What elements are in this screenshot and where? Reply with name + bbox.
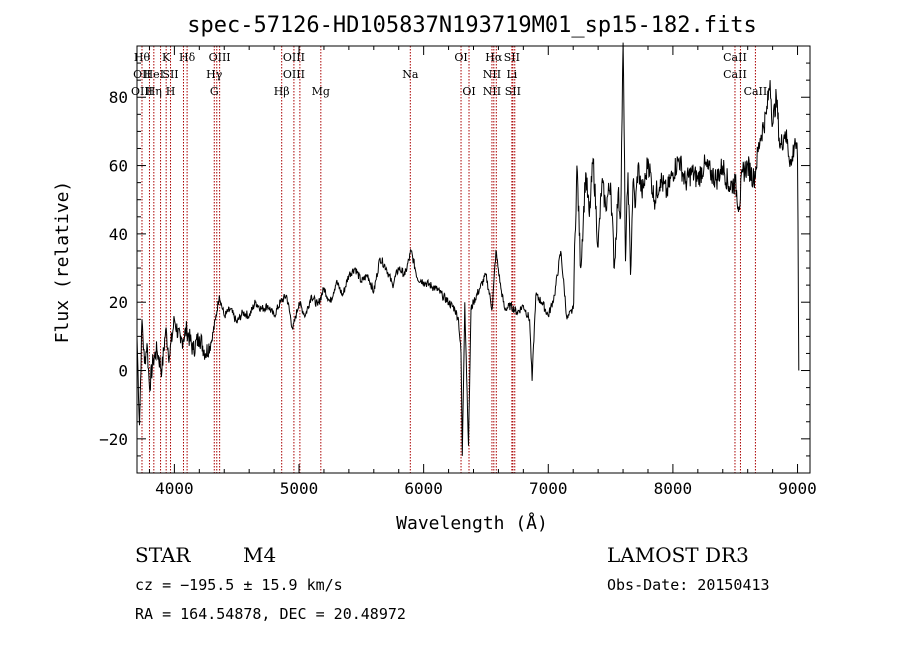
line-label: SII xyxy=(162,68,178,81)
spectral-line-markers xyxy=(141,46,756,473)
y-tick-label: 0 xyxy=(118,362,128,381)
y-tick-label: −20 xyxy=(99,430,128,449)
object-class: STAR xyxy=(135,543,191,567)
object-subclass: M4 xyxy=(243,543,276,567)
line-label: NII xyxy=(483,85,501,98)
line-label: OIII xyxy=(131,85,153,98)
line-label: Hα xyxy=(485,51,503,64)
x-tick-label: 6000 xyxy=(404,479,443,498)
line-label: SII xyxy=(505,85,521,98)
line-label: NII xyxy=(483,68,501,81)
line-label: G xyxy=(210,85,219,98)
line-label: HeI xyxy=(144,68,164,81)
y-tick-label: 80 xyxy=(109,88,128,107)
redshift-velocity: cz = −195.5 ± 15.9 km/s xyxy=(135,576,343,594)
line-label: OIII xyxy=(283,68,305,81)
y-axis-ticks: −20 0 20 40 60 80 xyxy=(99,45,810,474)
x-tick-label: 4000 xyxy=(155,479,194,498)
line-label: Mg xyxy=(312,85,330,98)
x-axis-label: Wavelength (Å) xyxy=(396,512,548,534)
line-label: CaII xyxy=(723,68,747,81)
line-label: K xyxy=(162,51,171,64)
x-tick-label: 8000 xyxy=(654,479,693,498)
y-axis-label: Flux (relative) xyxy=(52,181,73,344)
line-label: Hγ xyxy=(206,68,223,81)
spectral-line-labels: Hθ OII OIII HeI Hη K SII H Hδ Hγ G OIII Hβ OIII OIII Mg… xyxy=(131,51,767,98)
x-axis-ticks: 4000 5000 6000 7000 8000 9000 xyxy=(148,46,817,498)
x-tick-label: 5000 xyxy=(280,479,319,498)
observation-date: Obs-Date: 20150413 xyxy=(607,576,770,594)
line-label: Li xyxy=(506,68,517,81)
line-label: CaII xyxy=(744,85,768,98)
line-label: OI xyxy=(454,51,467,64)
y-tick-label: 20 xyxy=(109,293,128,312)
spectrum-series-line xyxy=(136,42,800,456)
line-label: SII xyxy=(504,51,520,64)
line-label: OI xyxy=(462,85,475,98)
x-tick-label: 9000 xyxy=(778,479,817,498)
line-label: Hδ xyxy=(179,51,196,64)
line-label: Na xyxy=(402,68,419,81)
line-label: CaII xyxy=(723,51,747,64)
line-label: OIII xyxy=(283,51,305,64)
chart-title: spec-57126-HD105837N193719M01_sp15-182.f… xyxy=(187,13,757,38)
x-tick-label: 7000 xyxy=(529,479,568,498)
line-label: OII xyxy=(133,68,151,81)
plot-frame xyxy=(136,45,811,474)
survey-name: LAMOST DR3 xyxy=(607,543,749,567)
y-tick-label: 60 xyxy=(109,157,128,176)
line-label: H xyxy=(166,85,176,98)
y-tick-label: 40 xyxy=(109,225,128,244)
ra-dec-coordinates: RA = 164.54878, DEC = 20.48972 xyxy=(135,605,406,623)
line-label: Hη xyxy=(146,85,162,98)
line-label: OIII xyxy=(209,51,231,64)
line-label: Hθ xyxy=(134,51,151,64)
line-label: Hβ xyxy=(274,85,290,98)
